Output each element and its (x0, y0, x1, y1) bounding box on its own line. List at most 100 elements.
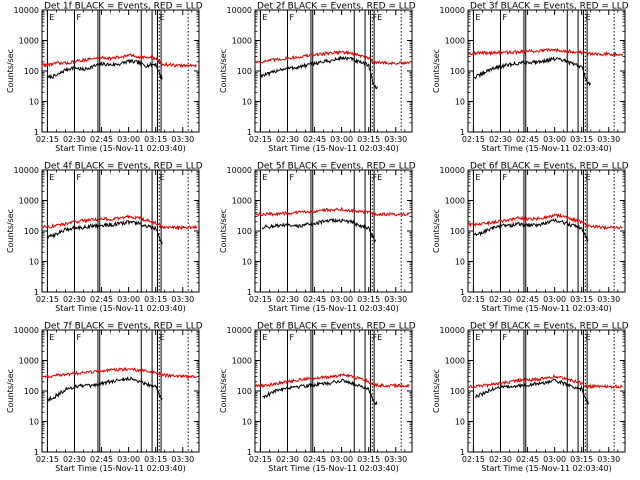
events-series-line (46, 376, 163, 403)
panel-marker: F (289, 13, 294, 22)
y-tick-label: 100 (24, 67, 39, 76)
plot-frame (41, 9, 200, 133)
panel-marker: E (262, 173, 267, 182)
x-axis-label: Start Time (15-Nov-11 02:03:40) (55, 304, 185, 313)
y-tick-label: 100 (450, 67, 465, 76)
y-axis-label: Counts/sec (432, 369, 441, 413)
y-tick-label: 10 (455, 258, 465, 267)
panel-marker: F (76, 173, 81, 182)
x-tick-label: 02:15 (36, 135, 59, 144)
plot-frame (41, 329, 200, 453)
chart-panel: Det 6f BLACK = Events, RED = LLD 1 10 100 10… (432, 162, 629, 314)
x-tick-label: 03:30 (597, 135, 620, 144)
panel-marker: E (262, 13, 267, 22)
y-axis-label: Counts/sec (219, 209, 228, 253)
chart-panel: Det 3f BLACK = Events, RED = LLD 1 10 100 10… (432, 2, 629, 154)
x-tick-label: 03:30 (597, 455, 620, 464)
panel-marker: E (585, 333, 590, 342)
x-tick-label: 02:30 (63, 295, 86, 304)
events-series-line (472, 217, 589, 242)
y-axis-label: Counts/sec (219, 49, 228, 93)
y-tick-label: 1 (460, 128, 465, 137)
events-series-line (262, 378, 378, 405)
panel-marker: E (49, 333, 54, 342)
x-tick-label: 02:15 (36, 455, 59, 464)
events-series-line (259, 55, 378, 90)
panel-marker: E (475, 173, 480, 182)
y-tick-label: 100 (237, 227, 252, 236)
y-tick-label: 10 (455, 98, 465, 107)
x-tick-label: 03:00 (330, 455, 353, 464)
panel-marker: E (49, 173, 54, 182)
x-tick-label: 03:15 (357, 295, 380, 304)
panel-marker: E (159, 13, 164, 22)
y-tick-label: 1 (247, 448, 252, 457)
y-tick-label: 10 (242, 258, 252, 267)
x-tick-label: 03:00 (117, 455, 140, 464)
x-tick-label: 02:15 (462, 455, 485, 464)
y-tick-label: 10000 (440, 6, 465, 15)
x-tick-label: 02:45 (303, 295, 326, 304)
events-series-line (46, 58, 163, 80)
y-tick-label: 100 (24, 387, 39, 396)
x-axis-label: Start Time (15-Nov-11 02:03:40) (481, 464, 611, 473)
chart-title: Det 6f BLACK = Events, RED = LLD (470, 162, 629, 172)
plot-frame (467, 169, 626, 293)
y-tick-label: 10 (455, 418, 465, 427)
y-tick-label: 10000 (440, 326, 465, 335)
panel-marker: E (475, 13, 480, 22)
y-tick-label: 100 (450, 387, 465, 396)
y-tick-label: 1000 (232, 197, 252, 206)
y-tick-label: 1000 (232, 357, 252, 366)
x-tick-label: 02:15 (462, 295, 485, 304)
y-tick-label: 10 (29, 258, 39, 267)
lld-series-line (467, 47, 623, 58)
x-tick-label: 03:00 (117, 135, 140, 144)
panel-marker: E (585, 13, 590, 22)
x-tick-label: 03:15 (357, 455, 380, 464)
y-tick-label: 1000 (232, 37, 252, 46)
panel-marker: F (76, 333, 81, 342)
chart-panel: Det 8f BLACK = Events, RED = LLD 1 10 100 10… (219, 322, 416, 474)
x-tick-label: 02:30 (489, 295, 512, 304)
chart-panel: Det 4f BLACK = Events, RED = LLD 1 10 100 10… (6, 162, 203, 314)
panel-marker: F (289, 173, 294, 182)
x-axis-label: Start Time (15-Nov-11 02:03:40) (55, 464, 185, 473)
y-axis-label: Counts/sec (6, 49, 15, 93)
chart-title: Det 1f BLACK = Events, RED = LLD (44, 2, 203, 12)
panel-marker: E (49, 13, 54, 22)
y-tick-label: 10000 (227, 326, 252, 335)
y-axis-label: Counts/sec (6, 209, 15, 253)
y-tick-label: 1000 (445, 357, 465, 366)
chart-title: Det 8f BLACK = Events, RED = LLD (257, 322, 416, 332)
y-tick-label: 1 (247, 128, 252, 137)
chart-panel: Det 5f BLACK = Events, RED = LLD 1 10 100 10… (219, 162, 416, 314)
events-series-line (474, 378, 589, 405)
y-tick-label: 1000 (445, 37, 465, 46)
y-tick-label: 10000 (227, 166, 252, 175)
x-tick-label: 03:30 (597, 295, 620, 304)
panel-marker: F (289, 333, 294, 342)
y-tick-label: 100 (237, 387, 252, 396)
x-axis-label: Start Time (15-Nov-11 02:03:40) (268, 304, 398, 313)
x-tick-label: 03:30 (384, 135, 407, 144)
x-tick-label: 02:30 (489, 135, 512, 144)
x-tick-label: 03:15 (570, 455, 593, 464)
chart-title: Det 5f BLACK = Events, RED = LLD (257, 162, 416, 172)
panel-marker: E (159, 333, 164, 342)
lld-series-line (467, 373, 623, 390)
x-tick-label: 03:00 (543, 455, 566, 464)
chart-panel: Det 1f BLACK = Events, RED = LLD 1 10 100 10… (6, 2, 203, 154)
x-tick-label: 03:15 (144, 455, 167, 464)
x-tick-label: 03:00 (543, 135, 566, 144)
y-tick-label: 10000 (440, 166, 465, 175)
y-axis-label: Counts/sec (432, 49, 441, 93)
y-tick-label: 10 (29, 98, 39, 107)
plot-frame (254, 169, 413, 293)
x-tick-label: 02:15 (36, 295, 59, 304)
x-axis-label: Start Time (15-Nov-11 02:03:40) (268, 464, 398, 473)
x-tick-label: 03:30 (171, 295, 194, 304)
lld-series-line (467, 212, 623, 231)
y-tick-label: 100 (24, 227, 39, 236)
